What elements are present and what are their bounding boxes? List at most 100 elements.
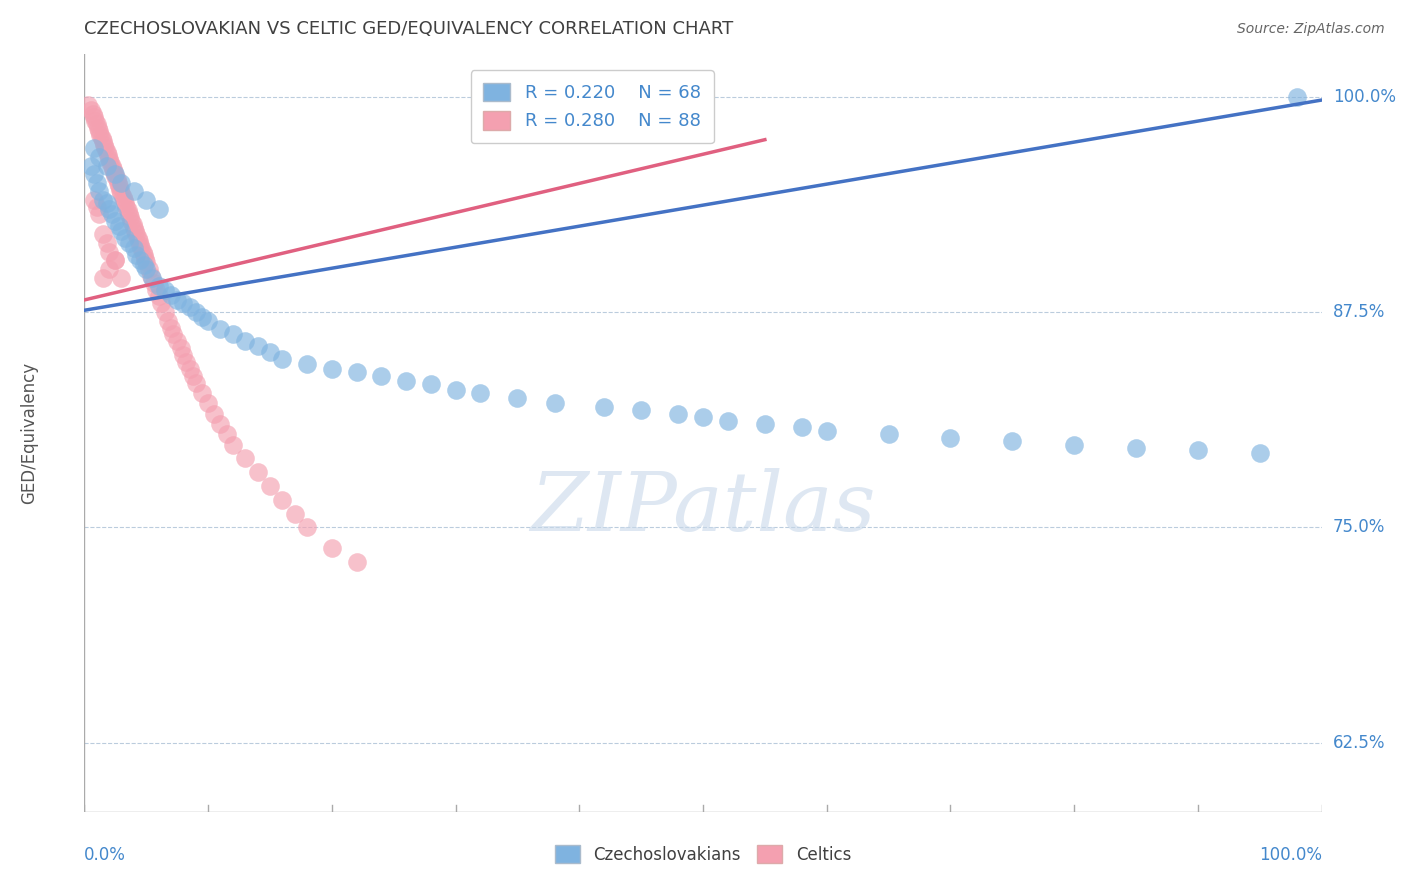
Point <box>110 176 132 190</box>
Point <box>122 241 145 255</box>
Point <box>666 407 689 421</box>
Point <box>89 124 111 138</box>
Point <box>179 300 201 314</box>
Point <box>197 313 219 327</box>
Point <box>153 305 176 319</box>
Point <box>160 287 183 301</box>
Point <box>157 313 180 327</box>
Point <box>87 120 110 135</box>
Point <box>160 320 183 334</box>
Point <box>118 235 141 250</box>
Point <box>115 200 138 214</box>
Point <box>93 137 115 152</box>
Point <box>271 351 294 366</box>
Point <box>790 420 813 434</box>
Point <box>98 202 121 216</box>
Point <box>593 400 616 414</box>
Point <box>939 431 962 445</box>
Point <box>111 189 134 203</box>
Point <box>142 276 165 290</box>
Point <box>89 207 111 221</box>
Point <box>717 413 740 427</box>
Point <box>150 296 173 310</box>
Point <box>174 355 197 369</box>
Point <box>172 348 194 362</box>
Point <box>543 396 565 410</box>
Point <box>82 107 104 121</box>
Point <box>131 244 153 259</box>
Point <box>815 424 838 438</box>
Point <box>96 159 118 173</box>
Point <box>135 261 157 276</box>
Point <box>321 362 343 376</box>
Point <box>470 386 492 401</box>
Point <box>1187 442 1209 457</box>
Point <box>184 305 207 319</box>
Point <box>118 207 141 221</box>
Point <box>89 185 111 199</box>
Point <box>148 202 170 216</box>
Text: CZECHOSLOVAKIAN VS CELTIC GED/EQUIVALENCY CORRELATION CHART: CZECHOSLOVAKIAN VS CELTIC GED/EQUIVALENC… <box>84 21 734 38</box>
Point <box>295 357 318 371</box>
Point <box>1001 434 1024 449</box>
Point <box>110 224 132 238</box>
Point <box>129 241 152 255</box>
Point <box>284 507 307 521</box>
Point <box>125 227 148 242</box>
Point <box>104 213 127 227</box>
Text: 100.0%: 100.0% <box>1333 87 1396 105</box>
Point <box>112 193 135 207</box>
Point <box>181 368 204 383</box>
Point <box>96 145 118 159</box>
Point <box>103 165 125 179</box>
Text: Source: ZipAtlas.com: Source: ZipAtlas.com <box>1237 22 1385 37</box>
Point <box>271 492 294 507</box>
Point <box>83 193 105 207</box>
Point <box>259 344 281 359</box>
Point <box>395 374 418 388</box>
Point <box>135 255 157 269</box>
Text: 75.0%: 75.0% <box>1333 518 1385 536</box>
Point <box>86 200 108 214</box>
Point <box>346 555 368 569</box>
Point <box>209 417 232 431</box>
Text: GED/Equivalency: GED/Equivalency <box>20 361 38 504</box>
Point <box>166 334 188 349</box>
Point <box>108 179 131 194</box>
Point <box>166 293 188 307</box>
Point <box>114 231 136 245</box>
Point <box>170 341 193 355</box>
Point <box>110 183 132 197</box>
Point <box>101 161 124 176</box>
Point <box>128 235 150 249</box>
Point <box>1285 89 1308 103</box>
Point <box>370 368 392 383</box>
Point <box>145 283 167 297</box>
Point <box>129 237 152 252</box>
Point <box>89 150 111 164</box>
Point <box>97 148 120 162</box>
Point <box>138 261 160 276</box>
Point <box>122 185 145 199</box>
Point <box>83 167 105 181</box>
Point <box>135 193 157 207</box>
Point <box>104 253 127 268</box>
Point <box>107 176 129 190</box>
Point <box>184 376 207 390</box>
Point <box>83 110 105 124</box>
Point <box>91 135 114 149</box>
Point <box>321 541 343 555</box>
Point <box>110 270 132 285</box>
Point <box>91 227 114 242</box>
Point <box>121 217 143 231</box>
Point <box>96 196 118 211</box>
Point <box>191 386 214 401</box>
Point <box>222 327 245 342</box>
Point <box>191 310 214 325</box>
Point <box>141 268 163 283</box>
Legend: Czechoslovakians, Celtics: Czechoslovakians, Celtics <box>548 838 858 871</box>
Point <box>132 259 155 273</box>
Point <box>630 403 652 417</box>
Text: 87.5%: 87.5% <box>1333 303 1385 321</box>
Point <box>148 289 170 303</box>
